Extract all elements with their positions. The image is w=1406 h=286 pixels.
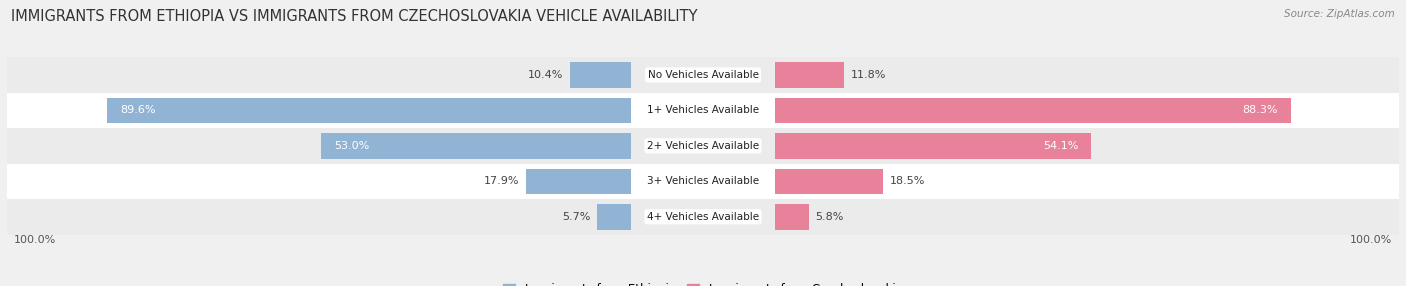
Text: 89.6%: 89.6% bbox=[121, 106, 156, 115]
Bar bbox=[7, 93, 1399, 128]
Bar bbox=[7, 164, 1399, 199]
Bar bbox=[775, 98, 1291, 123]
Bar bbox=[321, 133, 631, 159]
Text: Source: ZipAtlas.com: Source: ZipAtlas.com bbox=[1284, 9, 1395, 19]
Text: 1+ Vehicles Available: 1+ Vehicles Available bbox=[647, 106, 759, 115]
Text: 2+ Vehicles Available: 2+ Vehicles Available bbox=[647, 141, 759, 151]
Text: No Vehicles Available: No Vehicles Available bbox=[648, 70, 758, 80]
Text: 54.1%: 54.1% bbox=[1043, 141, 1078, 151]
Text: 10.4%: 10.4% bbox=[529, 70, 564, 80]
Bar bbox=[107, 98, 631, 123]
Text: IMMIGRANTS FROM ETHIOPIA VS IMMIGRANTS FROM CZECHOSLOVAKIA VEHICLE AVAILABILITY: IMMIGRANTS FROM ETHIOPIA VS IMMIGRANTS F… bbox=[11, 9, 697, 23]
Text: 18.5%: 18.5% bbox=[890, 176, 925, 186]
Bar bbox=[526, 168, 631, 194]
Text: 5.8%: 5.8% bbox=[815, 212, 844, 222]
Text: 53.0%: 53.0% bbox=[335, 141, 370, 151]
Text: 100.0%: 100.0% bbox=[1350, 235, 1392, 245]
Text: 5.7%: 5.7% bbox=[562, 212, 591, 222]
Bar bbox=[7, 128, 1399, 164]
Text: 100.0%: 100.0% bbox=[14, 235, 56, 245]
Legend: Immigrants from Ethiopia, Immigrants from Czechoslovakia: Immigrants from Ethiopia, Immigrants fro… bbox=[503, 283, 903, 286]
Text: 11.8%: 11.8% bbox=[851, 70, 886, 80]
Bar bbox=[775, 204, 808, 230]
Bar bbox=[569, 62, 631, 88]
Bar bbox=[7, 199, 1399, 235]
Bar bbox=[598, 204, 631, 230]
Bar bbox=[775, 62, 844, 88]
Text: 4+ Vehicles Available: 4+ Vehicles Available bbox=[647, 212, 759, 222]
Bar bbox=[7, 57, 1399, 93]
Bar bbox=[775, 168, 883, 194]
Text: 88.3%: 88.3% bbox=[1243, 106, 1278, 115]
Text: 3+ Vehicles Available: 3+ Vehicles Available bbox=[647, 176, 759, 186]
Bar bbox=[775, 133, 1091, 159]
Text: 17.9%: 17.9% bbox=[484, 176, 520, 186]
